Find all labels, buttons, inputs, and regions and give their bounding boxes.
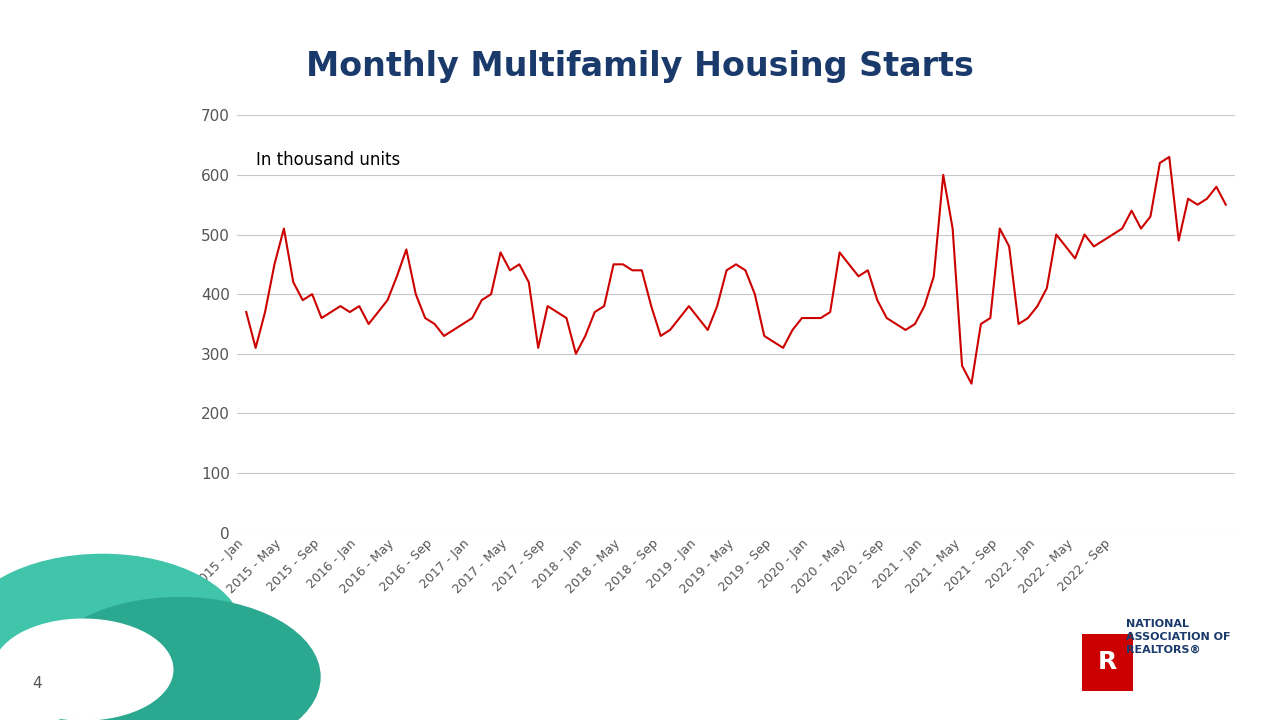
- Text: NATIONAL
ASSOCIATION OF
REALTORS®: NATIONAL ASSOCIATION OF REALTORS®: [1126, 618, 1231, 655]
- Text: Monthly Multifamily Housing Starts: Monthly Multifamily Housing Starts: [306, 50, 974, 84]
- Text: R: R: [1097, 650, 1117, 675]
- Text: In thousand units: In thousand units: [256, 151, 399, 169]
- Text: 4: 4: [32, 676, 42, 691]
